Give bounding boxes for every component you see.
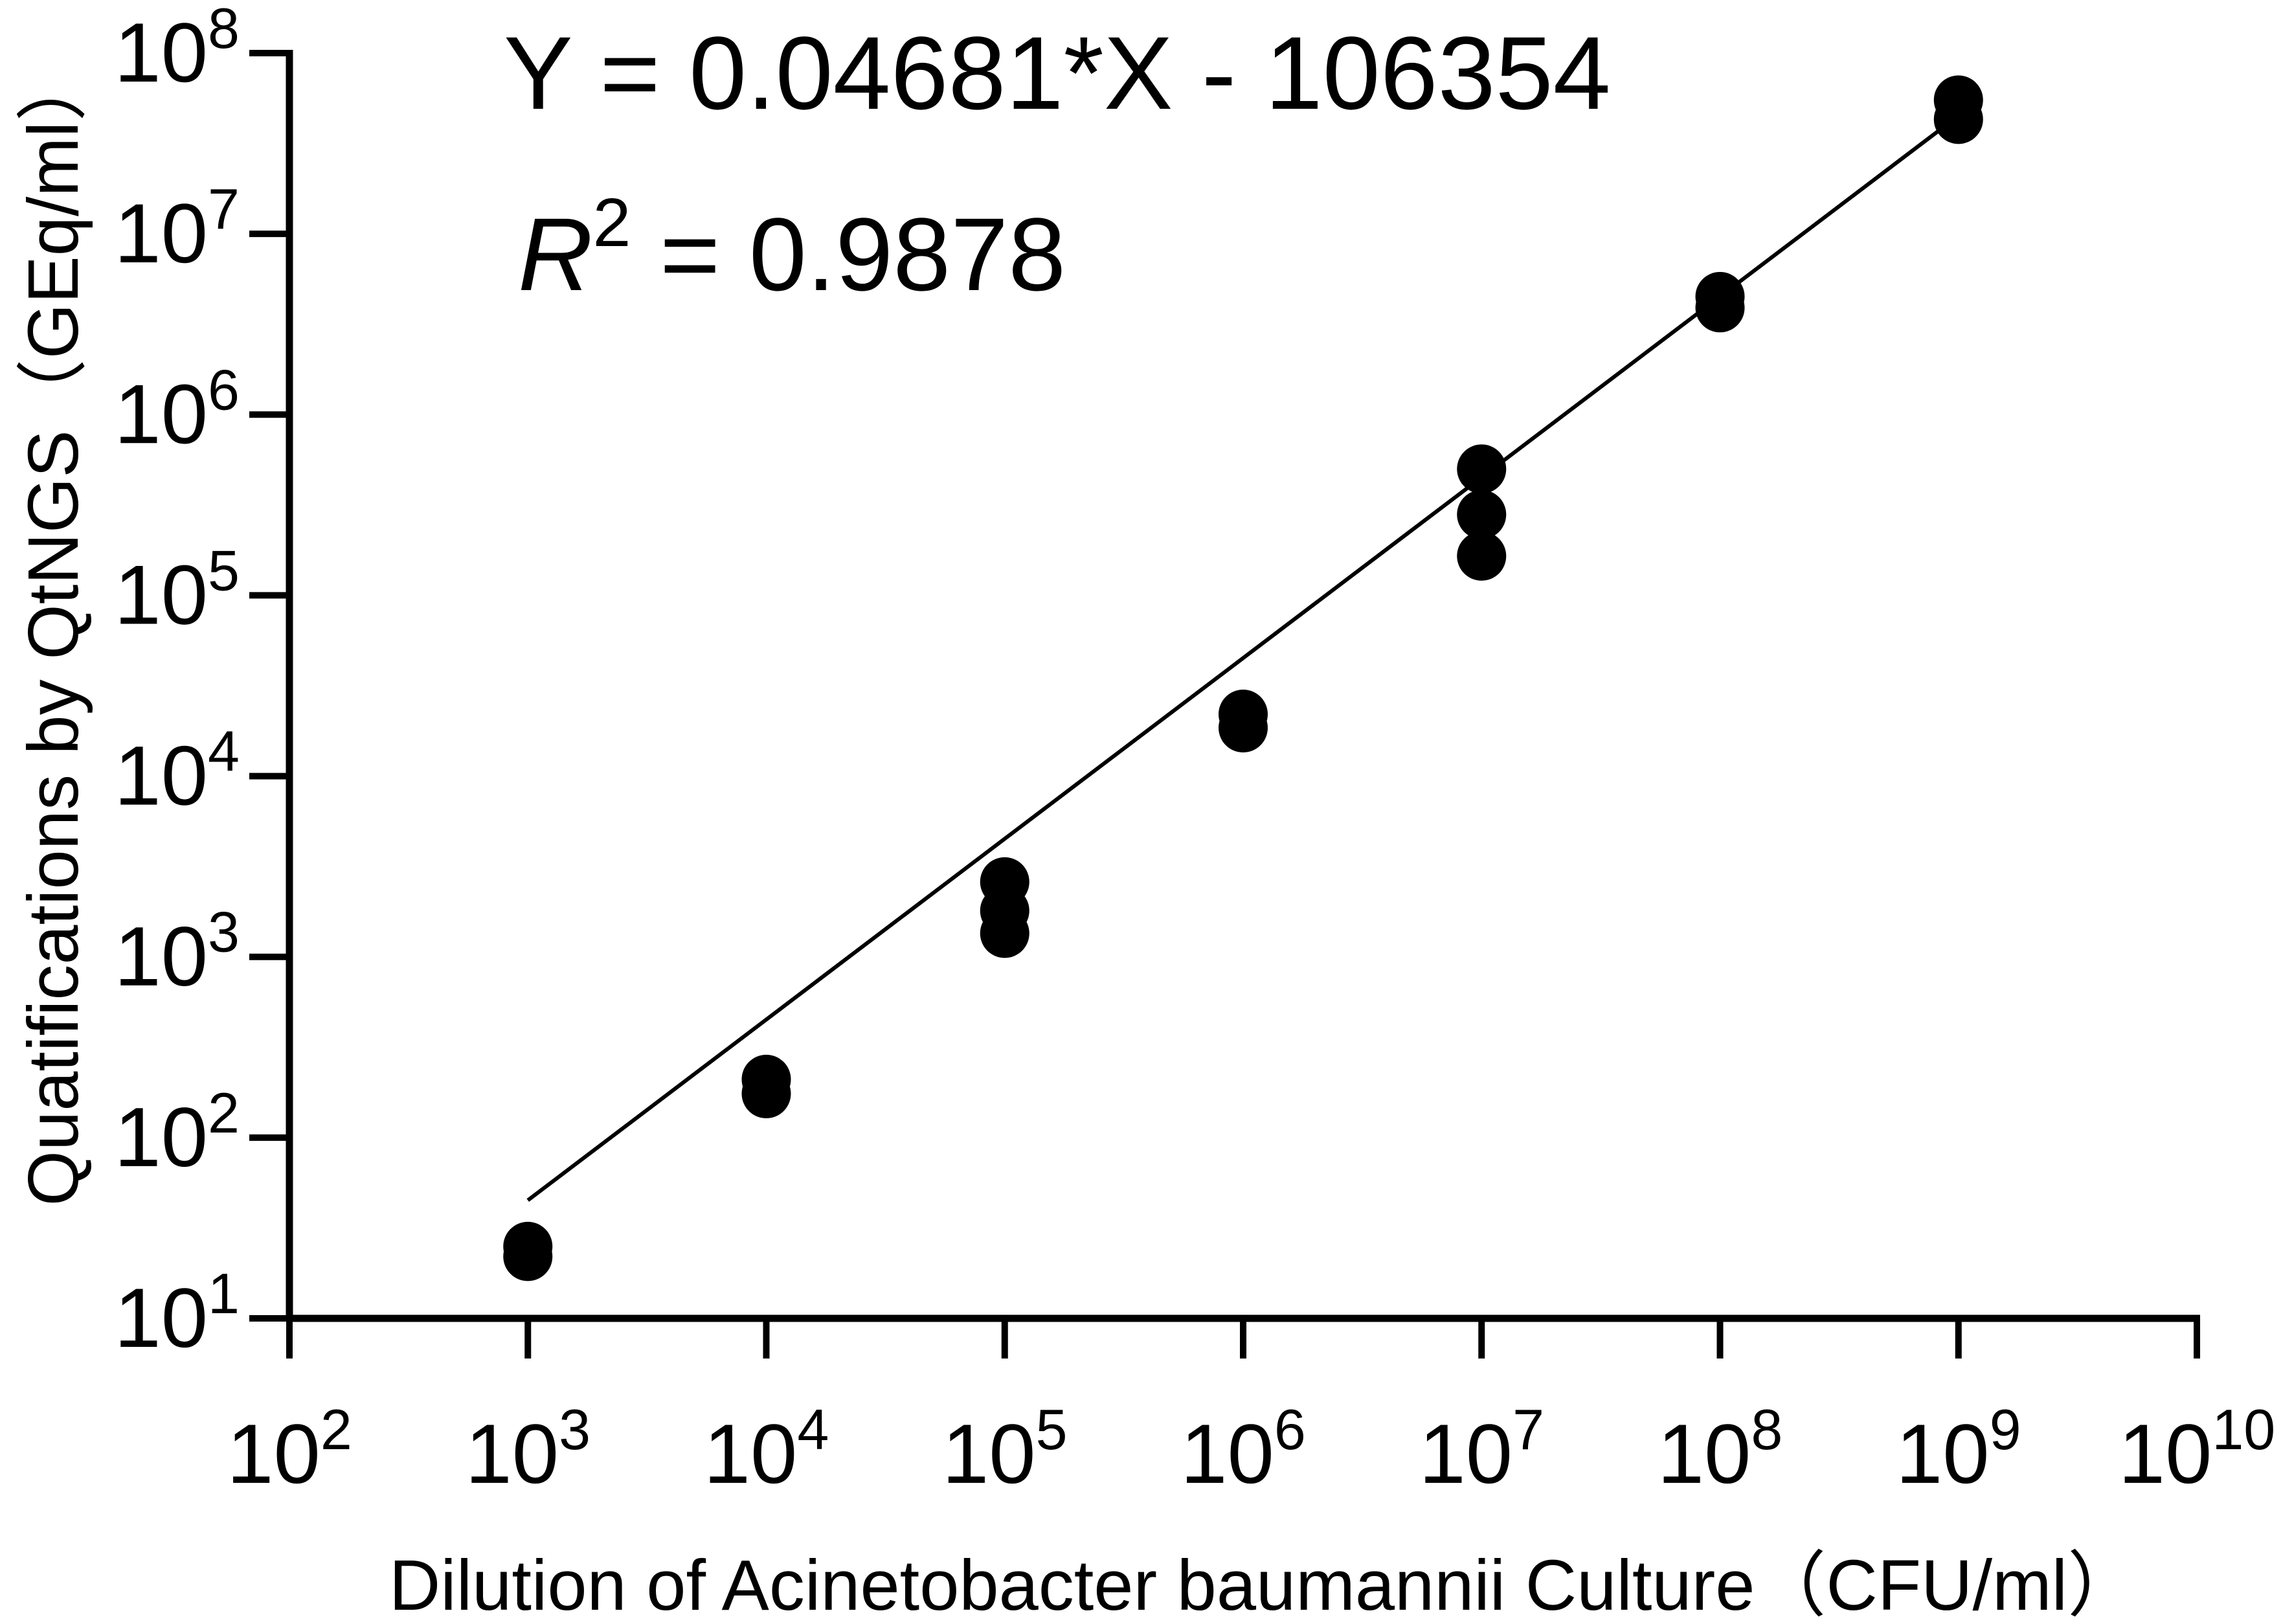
x-tick-label: 105 (942, 1397, 1068, 1501)
data-point (741, 1069, 791, 1119)
y-axis-title: Quatifications by QtNGS（GEq/ml） (14, 51, 93, 1206)
data-point (980, 908, 1029, 958)
data-point (503, 1232, 553, 1281)
r-exponent: 2 (593, 185, 631, 261)
y-tick-label: 103 (114, 900, 240, 1004)
data-point (1933, 95, 1983, 144)
y-tick-label: 107 (114, 177, 240, 280)
x-tick-label: 103 (465, 1397, 590, 1501)
y-tick-label: 102 (114, 1081, 240, 1184)
data-point (1219, 703, 1268, 752)
x-tick-label: 107 (1419, 1397, 1544, 1501)
y-tick-label: 106 (114, 357, 240, 461)
x-tick-label: 108 (1658, 1397, 1783, 1501)
r-symbol: R (518, 196, 593, 312)
data-point (1457, 531, 1507, 581)
y-axis-ticks: 101 102 103 104 105 106 107 108 (114, 0, 289, 1365)
x-tick-label: 104 (704, 1397, 829, 1501)
y-tick-label: 104 (114, 719, 240, 823)
x-axis-title: Dilution of Acinetobacter baumannii Cult… (389, 1546, 2139, 1624)
x-tick-label: 106 (1180, 1397, 1306, 1501)
x-tick-label: 109 (1896, 1397, 2021, 1501)
x-axis-ticks: 102 103 104 105 106 107 108 109 1010 (227, 1318, 2275, 1501)
y-tick-label: 105 (114, 538, 240, 642)
x-tick-label: 1010 (2119, 1397, 2276, 1501)
data-point (1457, 490, 1507, 539)
data-point (1457, 444, 1507, 494)
y-tick-label: 101 (114, 1261, 240, 1365)
x-tick-label: 102 (227, 1397, 352, 1501)
r-squared: R2 = 0.9878 (518, 185, 1066, 312)
y-tick-label: 108 (114, 0, 240, 100)
data-points (503, 75, 1983, 1281)
data-point (1695, 283, 1745, 333)
r-value: = 0.9878 (631, 196, 1066, 312)
regression-equation: Y = 0.04681*X - 106354 (504, 15, 1611, 131)
